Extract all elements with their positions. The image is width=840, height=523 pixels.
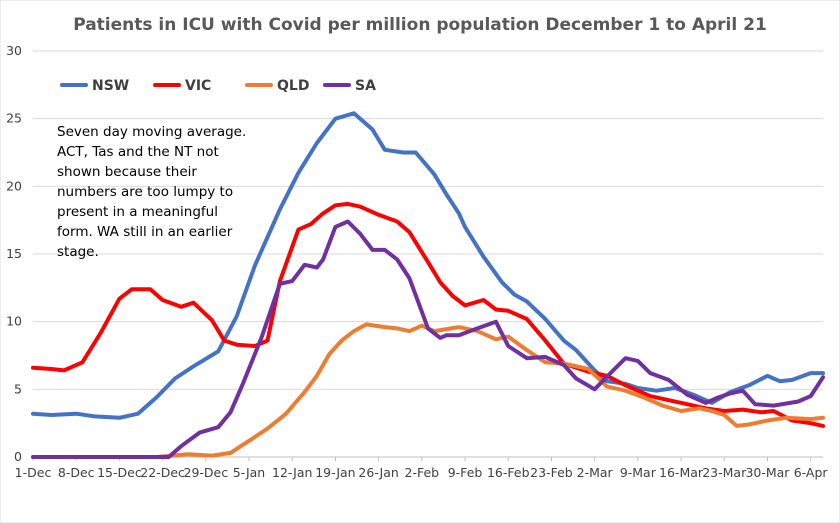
annotation-line: Seven day moving average. (57, 124, 246, 140)
y-tick-label: 10 (6, 314, 22, 329)
legend-label-nsw: NSW (92, 78, 129, 94)
series-lines (31, 111, 825, 459)
annotation-line: shown because their (57, 164, 197, 180)
y-tick-label: 25 (6, 111, 22, 126)
annotation-line: numbers are too lumpy to (57, 184, 233, 200)
y-tick-label: 20 (6, 178, 22, 193)
annotation-line: present in a meaningful (57, 204, 218, 220)
series-line-vic (31, 201, 825, 428)
x-tick-label: 19-Jan (315, 465, 355, 480)
y-tick-label: 0 (14, 449, 22, 464)
x-tick-label: 15-Dec (97, 465, 142, 480)
x-tick-label: 22-Dec (140, 465, 185, 480)
x-tick-label: 12-Jan (272, 465, 312, 480)
legend: NSW VIC QLD SA (60, 78, 376, 94)
x-tick-label: 9-Mar (620, 465, 657, 480)
series-line-nsw (31, 111, 825, 420)
y-tick-label: 15 (6, 246, 22, 261)
x-tick-label: 23-Feb (530, 465, 573, 480)
x-tick-label: 8-Dec (58, 465, 95, 480)
legend-label-sa: SA (355, 78, 376, 94)
chart-title: Patients in ICU with Covid per million p… (73, 15, 767, 35)
series-line-qld (31, 322, 825, 459)
x-tick-label: 16-Mar (659, 465, 704, 480)
x-tick-label: 5-Jan (233, 465, 265, 480)
series-line-sa (31, 219, 825, 459)
legend-label-vic: VIC (185, 78, 211, 94)
x-tick-label: 1-Dec (15, 465, 52, 480)
x-tick-label: 9-Feb (448, 465, 483, 480)
annotation-line: stage. (57, 244, 99, 260)
annotation-line: ACT, Tas and the NT not (57, 144, 219, 160)
x-tick-label: 29-Dec (184, 465, 229, 480)
x-tick-label: 23-Mar (702, 465, 747, 480)
y-tick-label: 5 (14, 381, 22, 396)
y-axis-ticks: 0 5 10 15 20 25 30 (6, 43, 22, 464)
x-tick-label: 2-Feb (405, 465, 440, 480)
x-tick-label: 6-Apr (794, 465, 829, 480)
y-tick-label: 30 (6, 43, 22, 58)
x-tick-label: 30-Mar (745, 465, 790, 480)
chart-annotation: Seven day moving average. ACT, Tas and th… (57, 124, 246, 260)
x-tick-label: 16-Feb (487, 465, 530, 480)
x-tick-label: 26-Jan (358, 465, 398, 480)
x-tick-label: 2-Mar (577, 465, 614, 480)
annotation-line: form. WA still in an earlier (57, 224, 233, 240)
legend-label-qld: QLD (277, 78, 309, 94)
